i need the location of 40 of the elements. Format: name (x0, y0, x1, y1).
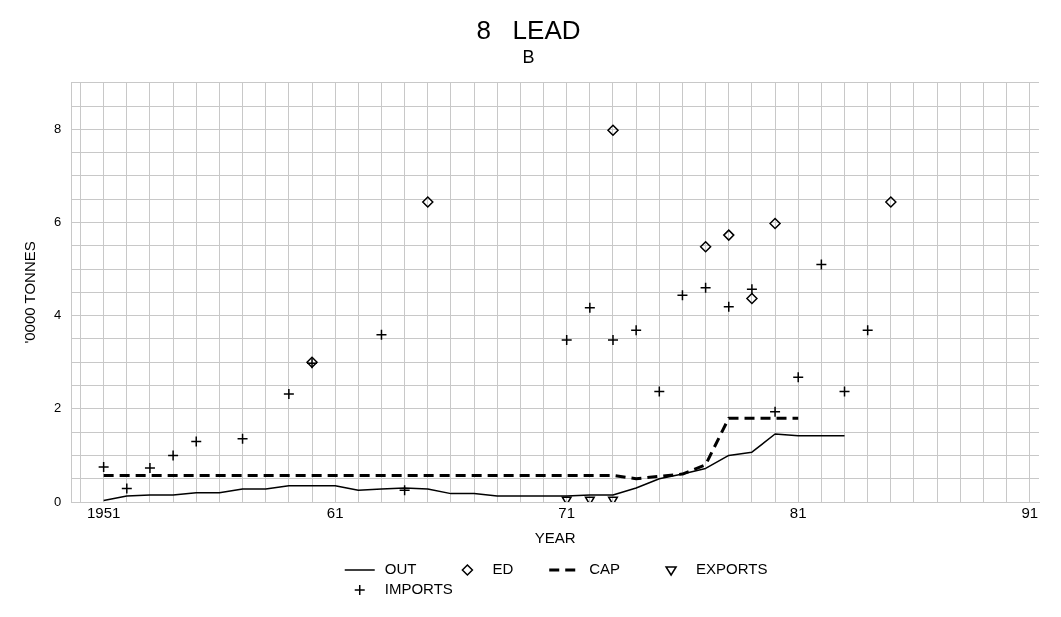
x-tick-label: 81 (789, 504, 807, 522)
legend-label: IMPORTS (384, 580, 453, 598)
legend-label: ED (492, 560, 514, 578)
point (815, 258, 828, 271)
point (190, 435, 202, 448)
legend-label: CAP (589, 560, 621, 578)
point (838, 385, 851, 398)
point (769, 217, 781, 230)
point (653, 385, 666, 398)
x-tick-label: 61 (326, 504, 344, 522)
point (676, 289, 689, 301)
x-tick-label: 71 (558, 504, 576, 522)
point (723, 229, 735, 241)
point (885, 196, 897, 208)
point (560, 334, 573, 346)
point (607, 124, 619, 137)
chart-title: 8 LEAD (476, 14, 581, 45)
point (746, 292, 758, 305)
point (861, 324, 874, 336)
y-tick-label: 8 (54, 120, 62, 136)
point (398, 484, 411, 497)
point (699, 281, 712, 294)
x-tick-label: 1951 (86, 504, 121, 522)
y-axis-title: '0000 TONNES (21, 241, 39, 344)
legend-label: EXPORTS (696, 560, 768, 578)
x-axis-title: YEAR (534, 529, 576, 547)
y-tick-label: 6 (54, 214, 62, 230)
y-tick-label: 2 (54, 400, 62, 416)
x-tick-label: 91 (1021, 504, 1039, 522)
chart-subtitle: B (522, 46, 535, 67)
point (699, 241, 712, 253)
point (422, 196, 434, 208)
point (375, 329, 388, 341)
y-tick-label: 0 (54, 493, 62, 509)
point (121, 482, 133, 495)
point (167, 449, 179, 462)
y-tick-label: 4 (54, 307, 62, 323)
point (97, 461, 110, 473)
point (236, 432, 249, 445)
legend-label: OUT (384, 560, 417, 578)
